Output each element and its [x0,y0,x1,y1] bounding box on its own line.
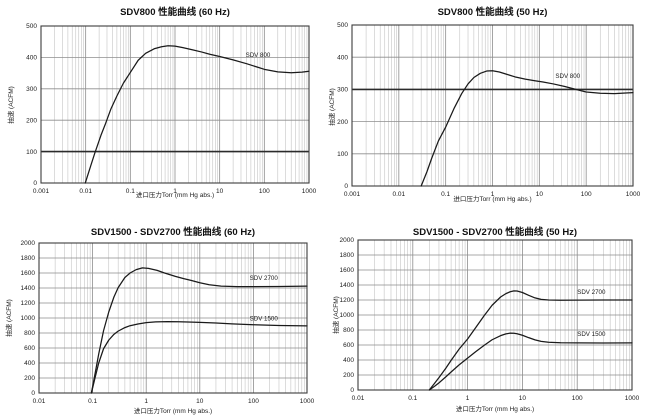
chart-sdv1500-sdv2700-60hz: SDV1500 - SDV2700 性能曲线 (60 Hz) 抽速 (ACFM)… [0,210,322,419]
y-tick-label: 400 [337,54,348,61]
plot-area-sdv1500-sdv2700-50hz: SDV 2700 SDV 1500 0.01 0.1 1 10 100 1000 0 200 400… [340,237,640,402]
x-axis-label: 进口压力Torr (mm Hg abs.) [135,192,215,199]
x-tick-label: 1000 [625,395,640,402]
x-tick-label: 10 [196,398,204,405]
series-label: SDV 2700 [250,275,279,282]
curve-sdv-800 [420,70,634,187]
x-tick-label: 10 [536,191,544,198]
x-tick-label: 0.01 [79,188,92,195]
series-label: SDV 1500 [577,331,606,338]
x-tick-label: 100 [248,398,259,405]
chart-title: SDV1500 - SDV2700 性能曲线 (60 Hz) [90,227,256,238]
y-tick-label: 0 [350,387,354,394]
x-tick-label: 0.001 [344,191,361,198]
plot-area-sdv800-50hz: SDV 800 0.001 0.01 0.1 1 10 100 1000 0 100 200 300 4… [337,22,641,198]
x-tick-label: 10 [216,188,224,195]
chart-sdv800-60hz: SDV800 性能曲线 (60 Hz) 抽速 (ACFM) 进口压力Torr (… [0,0,322,210]
y-tick-label: 600 [343,342,354,349]
y-tick-label: 200 [26,117,37,124]
y-tick-label: 200 [337,119,348,126]
curve-sdv-2700 [428,290,633,391]
y-tick-label: 1200 [340,297,355,304]
y-tick-label: 2000 [21,240,36,247]
chart-title: SDV1500 - SDV2700 性能曲线 (50 Hz) [412,227,578,238]
y-tick-label: 400 [26,55,37,62]
plot-area-sdv800-60hz: SDV 800 0.001 0.01 0.1 1 10 100 1000 0 100 200 300 4… [26,23,317,195]
x-tick-label: 1 [144,398,148,405]
y-tick-label: 500 [337,22,348,29]
y-tick-label: 400 [24,360,35,367]
y-tick-label: 1400 [340,282,355,289]
x-tick-label: 1000 [626,191,641,198]
x-tick-label: 1 [491,191,495,198]
x-tick-label: 0.1 [88,398,97,405]
y-tick-label: 300 [337,87,348,94]
y-tick-label: 0 [31,390,35,397]
x-tick-label: 0.1 [441,191,450,198]
x-tick-label: 100 [581,191,592,198]
y-tick-label: 800 [24,330,35,337]
x-tick-label: 0.001 [33,188,50,195]
x-tick-label: 0.01 [33,398,46,405]
y-tick-label: 1600 [340,267,355,274]
x-tick-label: 1 [466,395,470,402]
series-label: SDV 800 [246,52,271,59]
y-tick-label: 2000 [340,237,355,244]
x-tick-label: 100 [259,188,270,195]
x-tick-label: 0.01 [352,395,365,402]
series-label: SDV 800 [555,73,580,80]
y-tick-label: 1000 [340,312,355,319]
y-tick-label: 100 [337,151,348,158]
y-tick-label: 1200 [21,300,36,307]
chart-sdv1500-sdv2700-50hz: SDV1500 - SDV2700 性能曲线 (50 Hz) 抽速 (ACFM)… [323,210,645,419]
chart-sdv800-50hz: SDV800 性能曲线 (50 Hz) 抽速 (ACFM) 进口压力Torr (… [323,0,645,210]
x-tick-label: 0.1 [126,188,135,195]
y-tick-label: 100 [26,149,37,156]
series-label: SDV 1500 [250,315,279,322]
x-axis-label: 进口压力Torr (mm Hg abs.) [455,406,535,413]
y-tick-label: 800 [343,327,354,334]
x-axis-label: 进口压力Torr (mm Hg abs.) [133,408,213,415]
x-axis-label: 进口压力Torr (mm Hg abs.) [453,196,532,203]
y-tick-label: 1000 [21,315,36,322]
chart-title: SDV800 性能曲线 (50 Hz) [437,7,548,18]
y-tick-label: 1600 [21,270,36,277]
curve-sdv-2700 [90,267,308,394]
y-tick-label: 1800 [340,252,355,259]
y-tick-label: 600 [24,345,35,352]
y-tick-label: 400 [343,357,354,364]
plot-area-sdv1500-sdv2700-60hz: SDV 2700 SDV 1500 0.01 0.1 1 10 100 1000 0 200 400… [21,240,315,405]
curve-sdv-1500 [428,332,633,391]
y-tick-label: 200 [24,375,35,382]
series-label: SDV 2700 [577,289,606,296]
x-tick-label: 0.1 [408,395,417,402]
x-tick-label: 100 [572,395,583,402]
x-tick-label: 1000 [300,398,315,405]
x-tick-label: 10 [519,395,527,402]
curve-sdv-1500 [90,320,308,394]
y-tick-label: 0 [344,183,348,190]
y-tick-label: 1800 [21,255,36,262]
x-tick-label: 1000 [302,188,317,195]
curve-sdv-800 [84,45,310,184]
y-tick-label: 500 [26,23,37,30]
x-tick-label: 0.01 [393,191,406,198]
y-tick-label: 0 [33,180,37,187]
chart-title: SDV800 性能曲线 (60 Hz) [120,7,230,18]
x-tick-label: 1 [173,188,177,195]
y-tick-label: 1400 [21,285,36,292]
y-tick-label: 300 [26,86,37,93]
y-tick-label: 200 [343,372,354,379]
